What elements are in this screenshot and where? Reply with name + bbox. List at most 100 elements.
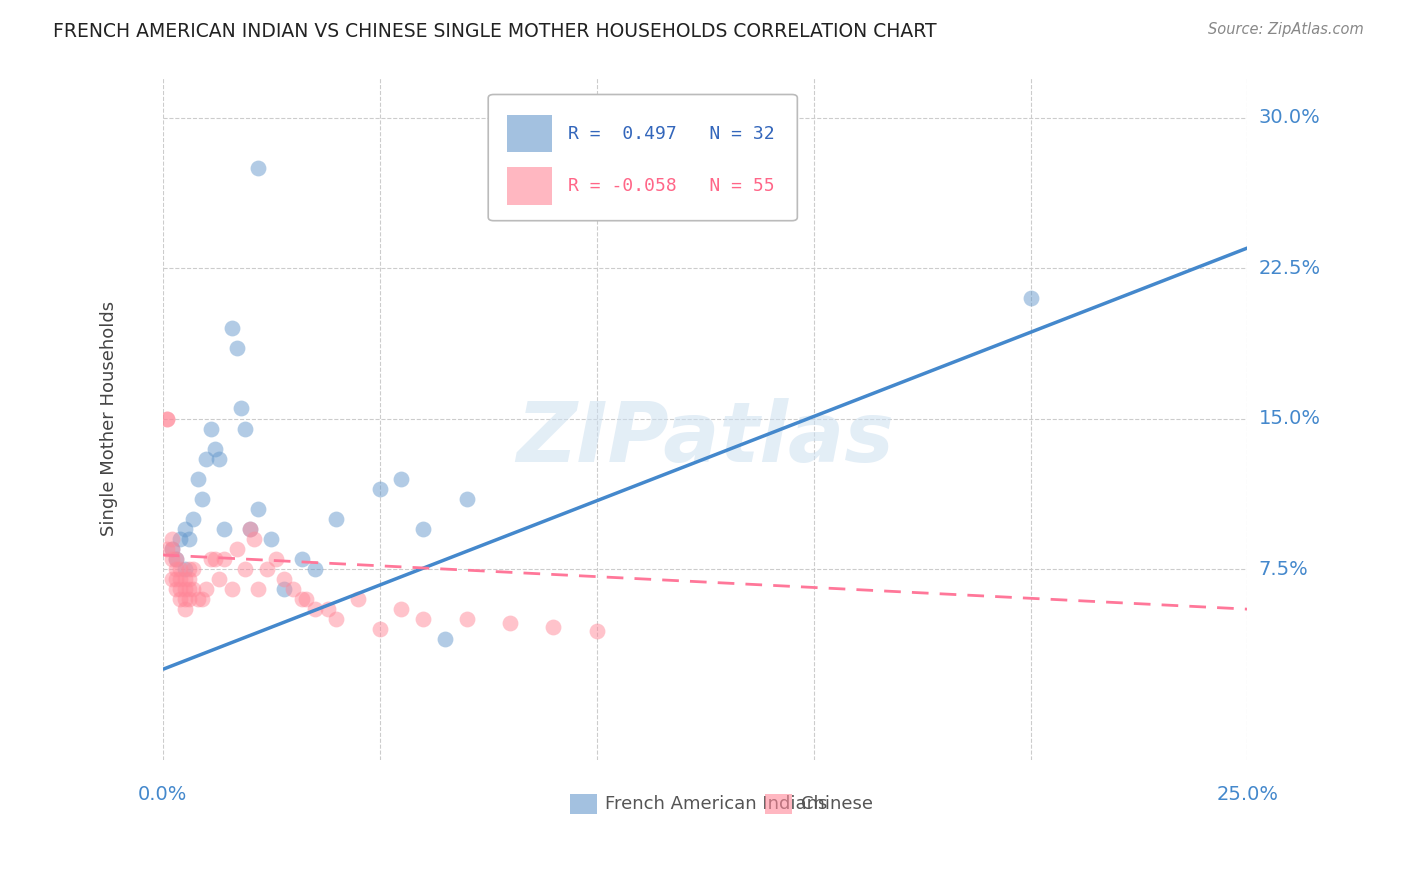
Text: 0.0%: 0.0% <box>138 785 187 804</box>
Text: 30.0%: 30.0% <box>1258 108 1320 127</box>
Point <box>412 612 434 626</box>
Point <box>304 602 326 616</box>
Point <box>187 592 209 607</box>
Point <box>212 522 235 536</box>
Text: R =  0.497   N = 32: R = 0.497 N = 32 <box>568 125 775 143</box>
Point <box>247 582 270 596</box>
Point <box>256 562 278 576</box>
Point <box>239 522 262 536</box>
Point <box>173 582 195 596</box>
Bar <box>765 794 792 814</box>
Point <box>160 541 183 556</box>
Point <box>160 572 183 586</box>
Point <box>156 411 179 425</box>
Point <box>412 522 434 536</box>
Text: 7.5%: 7.5% <box>1258 559 1309 579</box>
Point <box>368 482 391 496</box>
Point <box>273 572 295 586</box>
Text: Single Mother Households: Single Mother Households <box>100 301 118 536</box>
Point <box>169 582 191 596</box>
Point <box>229 401 252 416</box>
Point <box>165 562 187 576</box>
Point <box>499 616 522 631</box>
Point <box>456 612 478 626</box>
Point <box>316 602 339 616</box>
Point <box>204 442 226 456</box>
Text: 25.0%: 25.0% <box>1216 785 1278 804</box>
Point <box>165 552 187 566</box>
Point <box>181 512 204 526</box>
Text: 15.0%: 15.0% <box>1258 409 1320 428</box>
Point <box>281 582 304 596</box>
Point <box>173 522 195 536</box>
Text: French American Indians: French American Indians <box>606 795 828 813</box>
Point <box>181 582 204 596</box>
Point <box>247 161 270 175</box>
Point <box>195 582 218 596</box>
Point <box>173 562 195 576</box>
Point <box>221 582 243 596</box>
Point <box>191 491 214 506</box>
Point <box>225 541 247 556</box>
Point <box>391 472 413 486</box>
Point <box>325 512 347 526</box>
Point <box>212 552 235 566</box>
Text: Chinese: Chinese <box>800 795 873 813</box>
Point <box>295 592 318 607</box>
Point <box>200 552 222 566</box>
Point <box>208 451 231 466</box>
Text: ZIPatlas: ZIPatlas <box>516 399 894 480</box>
Point <box>233 562 256 576</box>
Bar <box>569 794 596 814</box>
Point <box>169 592 191 607</box>
Point <box>177 592 200 607</box>
Point <box>221 321 243 335</box>
Point <box>543 620 565 634</box>
Text: Source: ZipAtlas.com: Source: ZipAtlas.com <box>1208 22 1364 37</box>
FancyBboxPatch shape <box>488 95 797 220</box>
Point <box>368 622 391 636</box>
Text: FRENCH AMERICAN INDIAN VS CHINESE SINGLE MOTHER HOUSEHOLDS CORRELATION CHART: FRENCH AMERICAN INDIAN VS CHINESE SINGLE… <box>53 22 936 41</box>
Point <box>239 522 262 536</box>
Point <box>260 532 283 546</box>
Point <box>243 532 266 546</box>
Point <box>160 541 183 556</box>
Point <box>177 582 200 596</box>
Point <box>195 451 218 466</box>
Bar <box>506 168 553 205</box>
Point <box>247 501 270 516</box>
Point <box>204 552 226 566</box>
Point <box>1019 291 1042 305</box>
Point <box>165 552 187 566</box>
Point <box>169 532 191 546</box>
Point <box>160 552 183 566</box>
Point <box>225 341 247 355</box>
Point <box>264 552 287 566</box>
Point <box>291 592 314 607</box>
Point <box>208 572 231 586</box>
Point <box>156 411 179 425</box>
Point <box>187 472 209 486</box>
Point <box>191 592 214 607</box>
Point <box>433 632 456 647</box>
Point <box>181 562 204 576</box>
Text: 22.5%: 22.5% <box>1258 259 1320 277</box>
Point <box>325 612 347 626</box>
Point <box>200 421 222 435</box>
Point <box>177 532 200 546</box>
Point <box>160 532 183 546</box>
Point <box>177 562 200 576</box>
Bar <box>506 115 553 153</box>
Point <box>177 572 200 586</box>
Point <box>169 562 191 576</box>
Point <box>233 421 256 435</box>
Point <box>173 602 195 616</box>
Point <box>169 572 191 586</box>
Point <box>173 592 195 607</box>
Point <box>585 624 607 639</box>
Point <box>273 582 295 596</box>
Point <box>304 562 326 576</box>
Point <box>291 552 314 566</box>
Point <box>391 602 413 616</box>
Point <box>456 491 478 506</box>
